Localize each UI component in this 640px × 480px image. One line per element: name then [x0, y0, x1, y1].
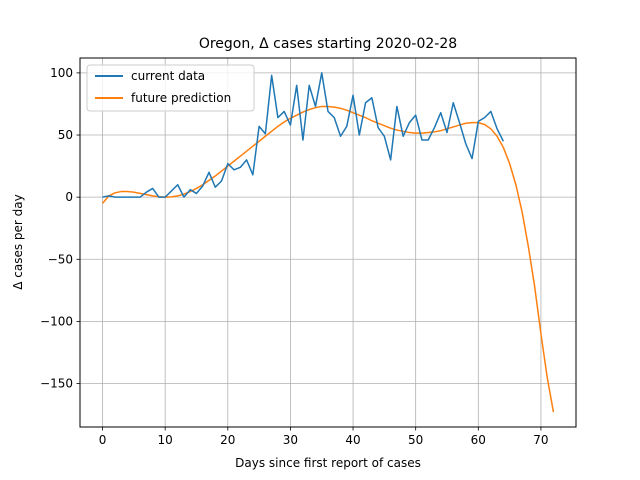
- y-tick-label: −50: [48, 252, 73, 266]
- x-tick-label: 70: [533, 433, 548, 447]
- series-lines: [101, 72, 555, 413]
- legend: current data future prediction: [86, 64, 255, 112]
- chart-title: Oregon, Δ cases starting 2020-02-28: [199, 36, 457, 52]
- plot-area-frame: [79, 57, 577, 428]
- grid: [80, 58, 576, 427]
- y-axis-label: Δ cases per day: [11, 194, 25, 290]
- x-axis-label: Days since first report of cases: [235, 456, 421, 470]
- series-line-current-data: [102, 72, 505, 198]
- legend-label-future-prediction: future prediction: [131, 91, 231, 105]
- axis-ticks: 0 10 20 30 40 50 60 70 −150 −100 −50 0 50 100: [40, 66, 549, 447]
- x-tick-label: 30: [283, 433, 298, 447]
- legend-label-current-data: current data: [131, 69, 205, 83]
- y-tick-label: −100: [40, 314, 73, 328]
- y-tick-label: 0: [65, 190, 73, 204]
- y-tick-label: −150: [40, 377, 73, 391]
- y-tick-label: 50: [58, 128, 73, 142]
- x-tick-label: 60: [471, 433, 486, 447]
- x-tick-label: 50: [408, 433, 423, 447]
- x-tick-label: 10: [158, 433, 173, 447]
- legend-box: [86, 64, 255, 112]
- x-tick-label: 20: [220, 433, 235, 447]
- x-tick-label: 0: [99, 433, 107, 447]
- y-tick-label: 100: [50, 66, 73, 80]
- x-tick-label: 40: [345, 433, 360, 447]
